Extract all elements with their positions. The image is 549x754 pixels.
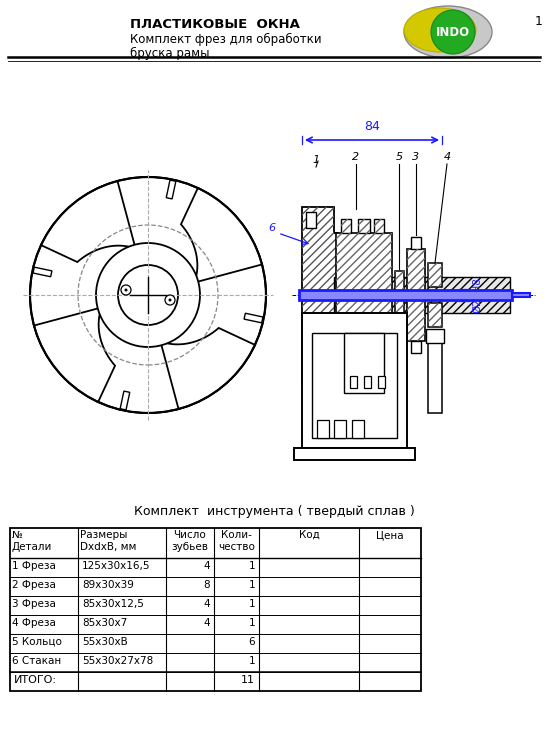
Bar	[312, 333, 397, 438]
Text: бруска рамы: бруска рамы	[130, 47, 210, 60]
Text: 6: 6	[268, 223, 276, 233]
Circle shape	[118, 265, 178, 325]
Text: 55х30хВ: 55х30хВ	[82, 637, 128, 647]
Bar	[395, 271, 404, 319]
Text: ИТОГО:: ИТОГО:	[14, 675, 57, 685]
Bar	[395, 271, 404, 319]
Text: 4: 4	[203, 561, 210, 571]
Text: 1: 1	[312, 155, 320, 165]
Bar	[294, 448, 415, 460]
Ellipse shape	[404, 6, 492, 58]
Bar	[344, 333, 384, 393]
Polygon shape	[41, 181, 136, 262]
Text: 1 Фреза: 1 Фреза	[12, 561, 56, 571]
Bar	[358, 219, 370, 233]
Bar	[336, 233, 392, 357]
Bar	[428, 263, 442, 287]
Polygon shape	[160, 328, 255, 409]
Bar	[341, 219, 351, 233]
Polygon shape	[306, 212, 316, 228]
Text: Комплект  инструмента ( твердый сплав ): Комплект инструмента ( твердый сплав )	[133, 505, 414, 519]
Text: 125х30х16,5: 125х30х16,5	[82, 561, 150, 571]
Text: INDO: INDO	[436, 26, 470, 38]
Circle shape	[169, 299, 171, 302]
Text: Комплект фрез для обработки: Комплект фрез для обработки	[130, 33, 322, 46]
Bar	[341, 357, 351, 371]
Ellipse shape	[404, 8, 476, 52]
Text: 55х30х27х78: 55х30х27х78	[82, 656, 153, 666]
Text: 2: 2	[352, 152, 360, 162]
Text: 4 Фреза: 4 Фреза	[12, 618, 56, 628]
Bar	[428, 333, 442, 413]
Text: 89х30х39: 89х30х39	[82, 580, 134, 590]
Bar	[334, 420, 346, 438]
Text: 1: 1	[248, 561, 255, 571]
Bar	[426, 329, 444, 343]
Polygon shape	[302, 207, 342, 383]
Text: Коли-
чество: Коли- чество	[218, 530, 255, 552]
Text: Ø27Н8: Ø27Н8	[472, 277, 482, 313]
Text: 5 Кольцо: 5 Кольцо	[12, 637, 62, 647]
Polygon shape	[166, 180, 176, 199]
Text: Число
зубьев: Число зубьев	[171, 530, 209, 552]
Text: ПЛАСТИКОВЫЕ  ОКНА: ПЛАСТИКОВЫЕ ОКНА	[130, 18, 300, 31]
Text: 85х30х12,5: 85х30х12,5	[82, 599, 144, 609]
Text: 5: 5	[395, 152, 402, 162]
Text: 4: 4	[203, 618, 210, 628]
Text: 1: 1	[535, 15, 543, 28]
Bar	[10, 528, 421, 691]
Text: 2 Фреза: 2 Фреза	[12, 580, 56, 590]
Text: 11: 11	[241, 675, 255, 685]
Bar	[374, 357, 384, 371]
Circle shape	[125, 289, 127, 292]
Bar	[428, 263, 442, 287]
Text: 8: 8	[203, 580, 210, 590]
Bar	[350, 376, 357, 388]
Circle shape	[30, 177, 266, 413]
Bar	[358, 357, 370, 371]
Bar	[336, 233, 392, 357]
Text: 4: 4	[203, 599, 210, 609]
Bar	[378, 376, 385, 388]
Bar	[407, 249, 425, 341]
Text: Цена: Цена	[376, 530, 404, 540]
Circle shape	[96, 243, 200, 347]
Bar	[302, 313, 407, 448]
Text: 1: 1	[248, 618, 255, 628]
Text: 3 Фреза: 3 Фреза	[12, 599, 56, 609]
Text: 85х30х7: 85х30х7	[82, 618, 127, 628]
Text: 6: 6	[248, 637, 255, 647]
Text: 6 Стакан: 6 Стакан	[12, 656, 61, 666]
Bar	[428, 303, 442, 327]
Polygon shape	[244, 313, 263, 323]
Bar	[352, 420, 364, 438]
Bar	[512, 293, 530, 297]
Text: 1: 1	[248, 580, 255, 590]
Bar	[364, 376, 371, 388]
Text: 4: 4	[444, 152, 451, 162]
Bar	[334, 277, 510, 313]
Circle shape	[431, 10, 475, 54]
Polygon shape	[33, 267, 52, 277]
Polygon shape	[181, 188, 262, 283]
Bar	[411, 341, 421, 353]
Bar	[317, 420, 329, 438]
Circle shape	[121, 285, 131, 295]
Text: 1: 1	[248, 599, 255, 609]
Polygon shape	[120, 391, 130, 410]
Text: 3: 3	[412, 152, 419, 162]
Bar	[428, 303, 442, 327]
Bar	[299, 290, 512, 300]
Bar	[407, 249, 425, 341]
Polygon shape	[34, 308, 115, 402]
Bar	[374, 219, 384, 233]
Text: 1: 1	[248, 656, 255, 666]
Text: №
Детали: № Детали	[12, 530, 52, 552]
Text: Код: Код	[299, 530, 320, 540]
Text: 84: 84	[364, 120, 380, 133]
Circle shape	[165, 295, 175, 305]
Text: Размеры
DxdxB, мм: Размеры DxdxB, мм	[80, 530, 136, 552]
Bar	[411, 237, 421, 249]
